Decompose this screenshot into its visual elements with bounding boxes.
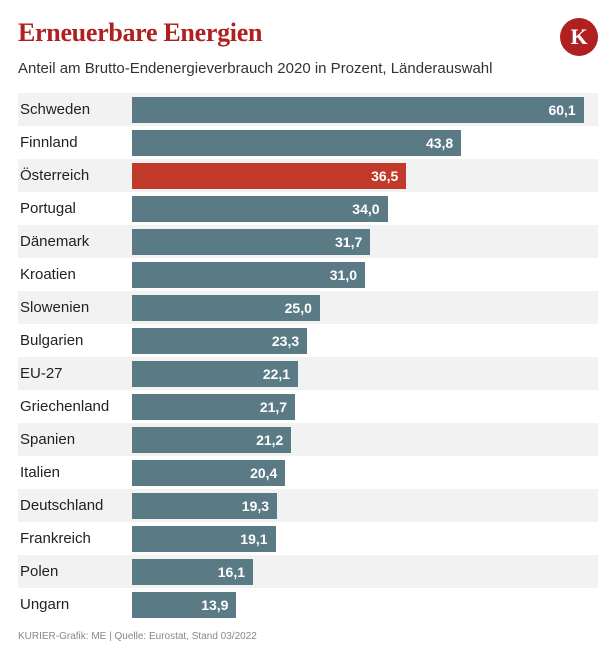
bar-value: 16,1 xyxy=(218,564,245,580)
logo-letter: K xyxy=(570,24,587,50)
bar-area: 22,1 xyxy=(132,357,598,390)
bar-value: 43,8 xyxy=(426,135,453,151)
chart-source-footer: KURIER-Grafik: ME | Quelle: Eurostat, St… xyxy=(18,631,598,642)
bar: 21,2 xyxy=(132,427,291,453)
bar: 25,0 xyxy=(132,295,320,321)
infographic-container: Erneuerbare Energien K Anteil am Brutto-… xyxy=(0,0,616,656)
chart-row: Schweden 60,1 xyxy=(18,93,598,126)
bar-value: 25,0 xyxy=(285,300,312,316)
chart-row: Kroatien 31,0 xyxy=(18,258,598,291)
row-label: Ungarn xyxy=(18,596,132,613)
bar-area: 36,5 xyxy=(132,159,598,192)
bar: 43,8 xyxy=(132,130,461,156)
bar: 22,1 xyxy=(132,361,298,387)
bar-value: 20,4 xyxy=(250,465,277,481)
bar-area: 31,7 xyxy=(132,225,598,258)
chart-row: Polen 16,1 xyxy=(18,555,598,588)
row-label: Bulgarien xyxy=(18,332,132,349)
bar-value: 31,0 xyxy=(330,267,357,283)
bar-value: 31,7 xyxy=(335,234,362,250)
bar-value: 34,0 xyxy=(352,201,379,217)
chart-row: Portugal 34,0 xyxy=(18,192,598,225)
bar-area: 23,3 xyxy=(132,324,598,357)
chart-row: Dänemark 31,7 xyxy=(18,225,598,258)
row-label: Frankreich xyxy=(18,530,132,547)
chart-row: Slowenien 25,0 xyxy=(18,291,598,324)
row-label: EU-27 xyxy=(18,365,132,382)
bar-area: 13,9 xyxy=(132,588,598,621)
bar: 23,3 xyxy=(132,328,307,354)
bar: 34,0 xyxy=(132,196,388,222)
row-label: Deutschland xyxy=(18,497,132,514)
publisher-logo: K xyxy=(560,18,598,56)
bar: 31,7 xyxy=(132,229,370,255)
bar: 31,0 xyxy=(132,262,365,288)
chart-title: Erneuerbare Energien xyxy=(18,18,262,48)
bar: 13,9 xyxy=(132,592,236,618)
bar-area: 34,0 xyxy=(132,192,598,225)
row-label: Polen xyxy=(18,563,132,580)
chart-row: Finnland 43,8 xyxy=(18,126,598,159)
bar-area: 16,1 xyxy=(132,555,598,588)
bar-value: 19,1 xyxy=(240,531,267,547)
row-label: Italien xyxy=(18,464,132,481)
bar: 16,1 xyxy=(132,559,253,585)
row-label: Österreich xyxy=(18,167,132,184)
bar-value: 22,1 xyxy=(263,366,290,382)
bar-area: 19,1 xyxy=(132,522,598,555)
chart-subtitle: Anteil am Brutto-Endenergieverbrauch 202… xyxy=(18,60,598,77)
bar-area: 25,0 xyxy=(132,291,598,324)
header: Erneuerbare Energien K xyxy=(18,18,598,56)
row-label: Finnland xyxy=(18,134,132,151)
bar-value: 13,9 xyxy=(201,597,228,613)
chart-row: Spanien 21,2 xyxy=(18,423,598,456)
bar: 60,1 xyxy=(132,97,584,123)
bar: 19,3 xyxy=(132,493,277,519)
bar-area: 43,8 xyxy=(132,126,598,159)
bar-chart: Schweden 60,1 Finnland 43,8 Österreich 36,5 Po… xyxy=(18,93,598,621)
row-label: Kroatien xyxy=(18,266,132,283)
chart-row: Griechenland 21,7 xyxy=(18,390,598,423)
row-label: Slowenien xyxy=(18,299,132,316)
bar-area: 21,2 xyxy=(132,423,598,456)
bar: 36,5 xyxy=(132,163,406,189)
bar-area: 60,1 xyxy=(132,93,598,126)
bar-value: 60,1 xyxy=(548,102,575,118)
row-label: Schweden xyxy=(18,101,132,118)
bar-area: 20,4 xyxy=(132,456,598,489)
row-label: Spanien xyxy=(18,431,132,448)
bar-value: 21,2 xyxy=(256,432,283,448)
row-label: Griechenland xyxy=(18,398,132,415)
bar: 21,7 xyxy=(132,394,295,420)
chart-row: Bulgarien 23,3 xyxy=(18,324,598,357)
chart-row: EU-27 22,1 xyxy=(18,357,598,390)
bar-area: 19,3 xyxy=(132,489,598,522)
bar-value: 21,7 xyxy=(260,399,287,415)
row-label: Dänemark xyxy=(18,233,132,250)
bar-value: 19,3 xyxy=(242,498,269,514)
chart-row: Ungarn 13,9 xyxy=(18,588,598,621)
bar: 20,4 xyxy=(132,460,285,486)
bar-area: 31,0 xyxy=(132,258,598,291)
bar-value: 36,5 xyxy=(371,168,398,184)
bar-value: 23,3 xyxy=(272,333,299,349)
chart-row: Deutschland 19,3 xyxy=(18,489,598,522)
chart-row: Italien 20,4 xyxy=(18,456,598,489)
bar: 19,1 xyxy=(132,526,276,552)
bar-area: 21,7 xyxy=(132,390,598,423)
chart-row: Österreich 36,5 xyxy=(18,159,598,192)
chart-row: Frankreich 19,1 xyxy=(18,522,598,555)
row-label: Portugal xyxy=(18,200,132,217)
